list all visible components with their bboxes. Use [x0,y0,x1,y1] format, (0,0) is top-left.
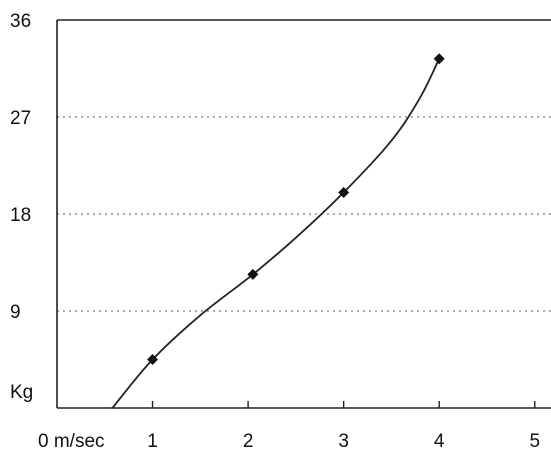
data-point-1 [147,354,159,365]
data-points [147,53,445,365]
y-tick-label-36: 36 [10,11,31,32]
data-curve [111,58,441,409]
y-tick-label-18: 18 [10,205,31,226]
x-tick-marks [151,401,536,408]
grid-layer [57,19,551,312]
x-origin-label: 0 m/sec [38,431,105,452]
data-point-4 [433,53,445,65]
x-tick-label-3: 3 [338,431,349,452]
data-point-3 [338,186,350,198]
x-tick-label-2: 2 [243,431,254,452]
y-tick-label-9: 9 [10,302,21,323]
x-tick-label-1: 1 [147,431,158,452]
x-tick-label-4: 4 [434,431,445,452]
y-tick-labels: 9 18 27 36 [10,11,31,323]
y-unit-label: Kg [10,382,33,403]
x-tick-labels: 1 2 3 4 5 [147,431,540,452]
data-point-2 [247,268,259,280]
x-tick-label-5: 5 [529,431,540,452]
y-tick-label-27: 27 [10,108,31,129]
